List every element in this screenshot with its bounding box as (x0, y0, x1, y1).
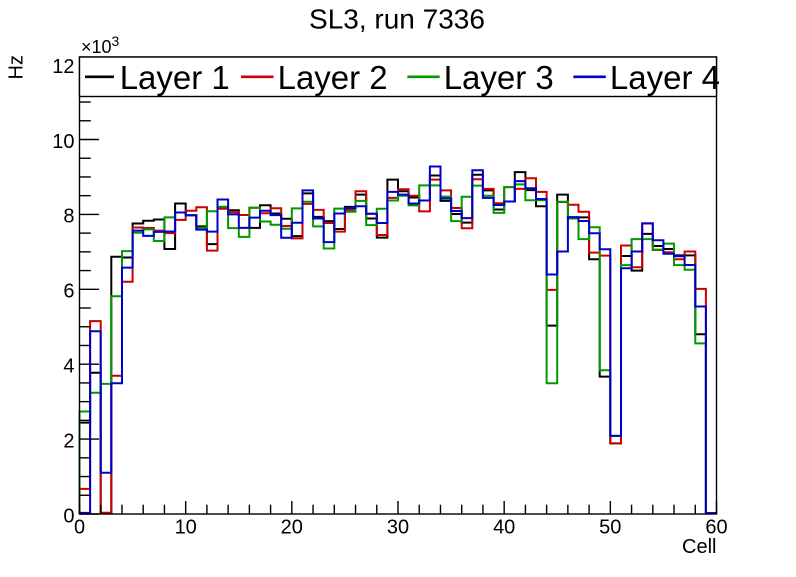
svg-text:60: 60 (705, 517, 727, 539)
svg-text:10: 10 (175, 517, 197, 539)
svg-text:4: 4 (63, 356, 74, 378)
svg-text:0: 0 (74, 517, 85, 539)
svg-text:Cell: Cell (682, 536, 716, 558)
svg-text:Layer 1: Layer 1 (120, 59, 230, 96)
svg-text:6: 6 (63, 281, 74, 303)
svg-text:Layer 2: Layer 2 (278, 59, 388, 96)
svg-text:10: 10 (52, 131, 74, 153)
svg-text:8: 8 (63, 206, 74, 228)
svg-text:Layer 3: Layer 3 (444, 59, 554, 96)
svg-text:Hz: Hz (6, 55, 28, 79)
svg-text:Layer 4: Layer 4 (610, 59, 720, 96)
svg-text:50: 50 (599, 517, 621, 539)
svg-text:0: 0 (63, 505, 74, 527)
svg-text:30: 30 (387, 517, 409, 539)
svg-text:12: 12 (52, 56, 74, 78)
svg-text:20: 20 (281, 517, 303, 539)
svg-text:40: 40 (493, 517, 515, 539)
svg-text:SL3, run 7336: SL3, run 7336 (309, 4, 485, 35)
svg-text:2: 2 (63, 430, 74, 452)
